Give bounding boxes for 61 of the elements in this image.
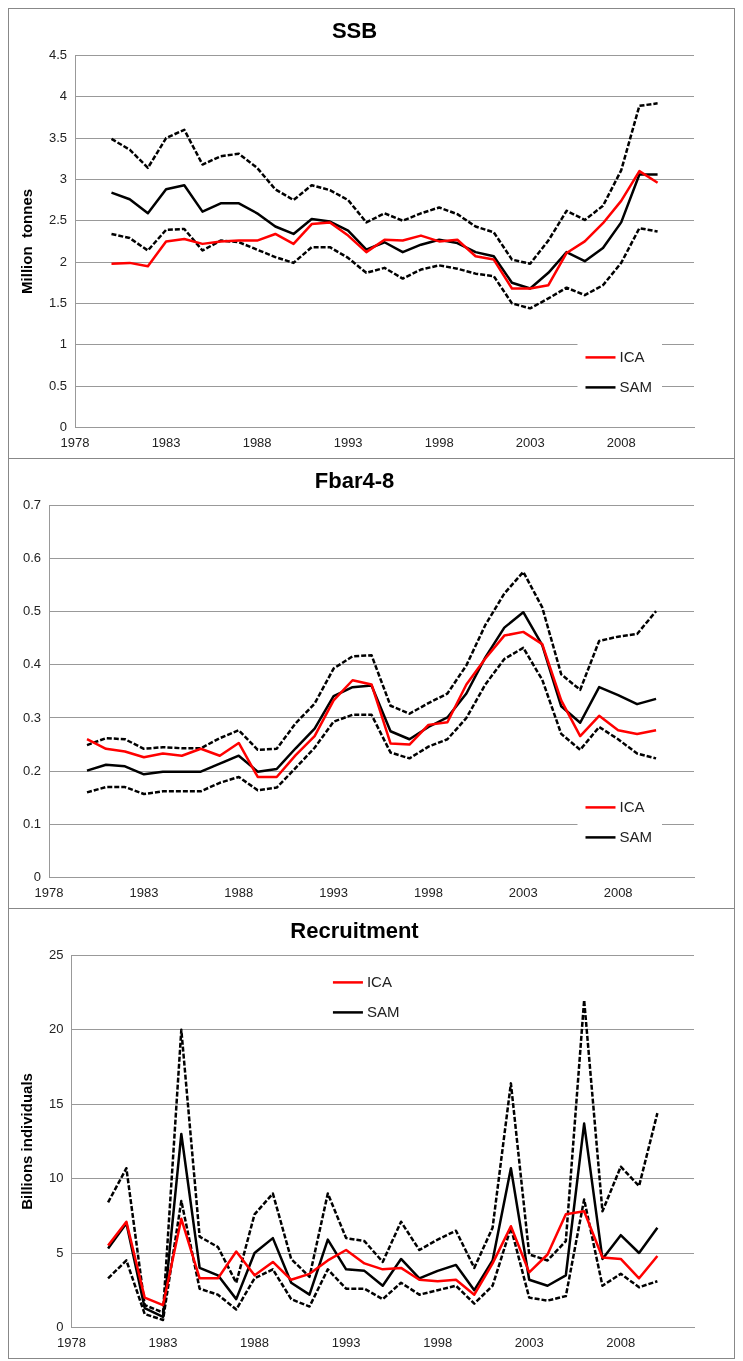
y-tick-label: 1 <box>59 336 68 352</box>
chart-title: Recruitment <box>290 918 420 944</box>
line-series <box>110 226 659 310</box>
y-tick-label: 0.5 <box>48 377 68 393</box>
legend-label: ICA <box>619 797 645 815</box>
line-series <box>106 998 659 1314</box>
y-tick-label: 0.5 <box>22 603 42 619</box>
y-axis-title: Million tonnes <box>18 188 36 294</box>
y-tick-label: 0.4 <box>22 656 42 672</box>
legend-label: SAM <box>366 1002 400 1020</box>
chart-title: Fbar4-8 <box>314 468 395 494</box>
legend-label: SAM <box>619 827 653 845</box>
x-tick-label: 1993 <box>319 884 349 900</box>
x-tick-label: 1978 <box>57 1334 86 1350</box>
y-tick-label: 10 <box>48 1170 64 1186</box>
y-tick-label: 4 <box>59 88 68 104</box>
y-tick-label: 0.3 <box>22 709 42 725</box>
y-tick-label: 0 <box>59 418 68 434</box>
y-tick-label: 5 <box>56 1244 64 1260</box>
y-axis-title: Billions individuals <box>18 1073 36 1210</box>
x-tick-label: 1998 <box>413 884 443 900</box>
x-tick-label: 1998 <box>424 434 454 450</box>
y-tick-label: 2 <box>59 253 68 269</box>
y-tick-label: 0 <box>33 868 42 884</box>
legend-label: ICA <box>619 347 645 365</box>
y-tick-label: 3 <box>59 170 68 186</box>
x-tick-label: 2003 <box>514 1334 544 1350</box>
x-tick-label: 1998 <box>423 1334 453 1350</box>
line-series <box>110 102 659 265</box>
legend-label: SAM <box>619 377 653 395</box>
y-tick-label: 4.5 <box>48 46 68 62</box>
y-tick-label: 15 <box>48 1095 64 1111</box>
y-tick-label: 1.5 <box>48 294 68 310</box>
x-tick-label: 1983 <box>151 434 181 450</box>
y-tick-label: 0 <box>56 1318 64 1334</box>
x-tick-label: 2008 <box>606 434 636 450</box>
y-tick-label: 20 <box>48 1021 64 1037</box>
line-series <box>85 646 658 796</box>
x-tick-label: 1983 <box>148 1334 178 1350</box>
y-tick-label: 0.6 <box>22 550 42 566</box>
x-tick-label: 1993 <box>333 434 363 450</box>
x-tick-label: 1993 <box>331 1334 361 1350</box>
y-tick-label: 2.5 <box>48 212 68 228</box>
x-tick-label: 1988 <box>224 884 254 900</box>
x-tick-label: 2008 <box>603 884 633 900</box>
legend-label: ICA <box>366 972 392 990</box>
chart-title: SSB <box>331 18 378 44</box>
x-tick-label: 2003 <box>508 884 538 900</box>
x-tick-label: 2008 <box>606 1334 636 1350</box>
y-tick-label: 0.2 <box>22 762 42 778</box>
x-tick-label: 1988 <box>240 1334 270 1350</box>
x-tick-label: 1988 <box>242 434 272 450</box>
x-tick-label: 1978 <box>34 884 64 900</box>
line-series <box>85 570 658 752</box>
x-tick-label: 1978 <box>60 434 90 450</box>
x-tick-label: 2003 <box>515 434 545 450</box>
y-tick-label: 0.7 <box>22 496 42 512</box>
y-tick-label: 25 <box>48 946 64 962</box>
y-tick-label: 3.5 <box>48 129 68 145</box>
y-tick-label: 0.1 <box>22 815 42 831</box>
x-tick-label: 1983 <box>129 884 159 900</box>
